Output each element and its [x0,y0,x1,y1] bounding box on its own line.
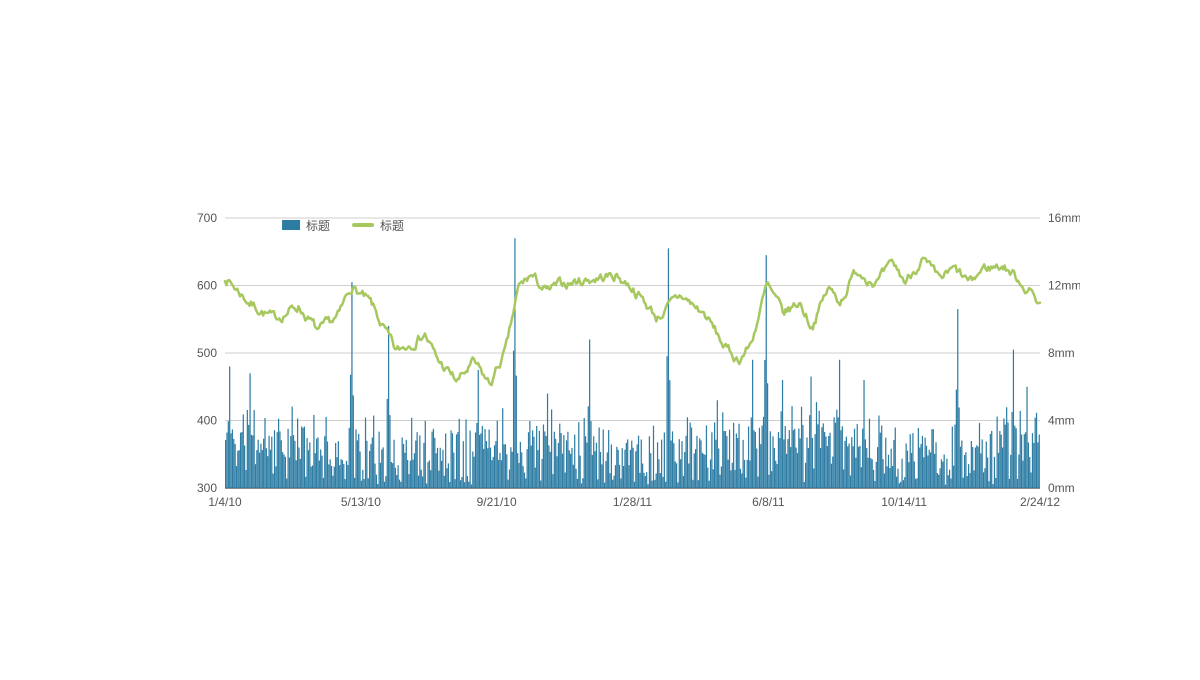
svg-text:1/28/11: 1/28/11 [613,495,652,509]
svg-text:700: 700 [197,211,217,225]
svg-text:8mm: 8mm [1048,346,1075,360]
svg-text:9/21/10: 9/21/10 [477,495,517,509]
svg-text:500: 500 [197,346,217,360]
svg-text:12mm: 12mm [1048,279,1080,293]
legend-label: 标题 [380,219,404,233]
svg-text:2/24/12: 2/24/12 [1020,495,1060,509]
svg-text:400: 400 [197,414,217,428]
legend: 标题 标题 [282,219,404,233]
svg-text:600: 600 [197,279,217,293]
legend-swatch-line [352,223,374,227]
svg-text:10/14/11: 10/14/11 [881,495,927,509]
svg-text:16mm: 16mm [1048,211,1080,225]
bars-series [225,238,1040,488]
dual-axis-timeseries-chart: 300 400 500 600 700 0mm 4mm 8mm 12mm 16mm 1/4/10 5/… [185,198,1080,533]
svg-text:4mm: 4mm [1048,414,1075,428]
svg-text:5/13/10: 5/13/10 [341,495,381,509]
svg-text:6/8/11: 6/8/11 [752,495,785,509]
svg-text:1/4/10: 1/4/10 [208,495,242,509]
line-series [225,258,1040,385]
svg-text:300: 300 [197,481,217,495]
chart-svg: 300 400 500 600 700 0mm 4mm 8mm 12mm 16mm 1/4/10 5/… [185,198,1080,528]
svg-text:0mm: 0mm [1048,481,1075,495]
legend-swatch-bar [282,220,300,230]
legend-label: 标题 [306,219,330,233]
